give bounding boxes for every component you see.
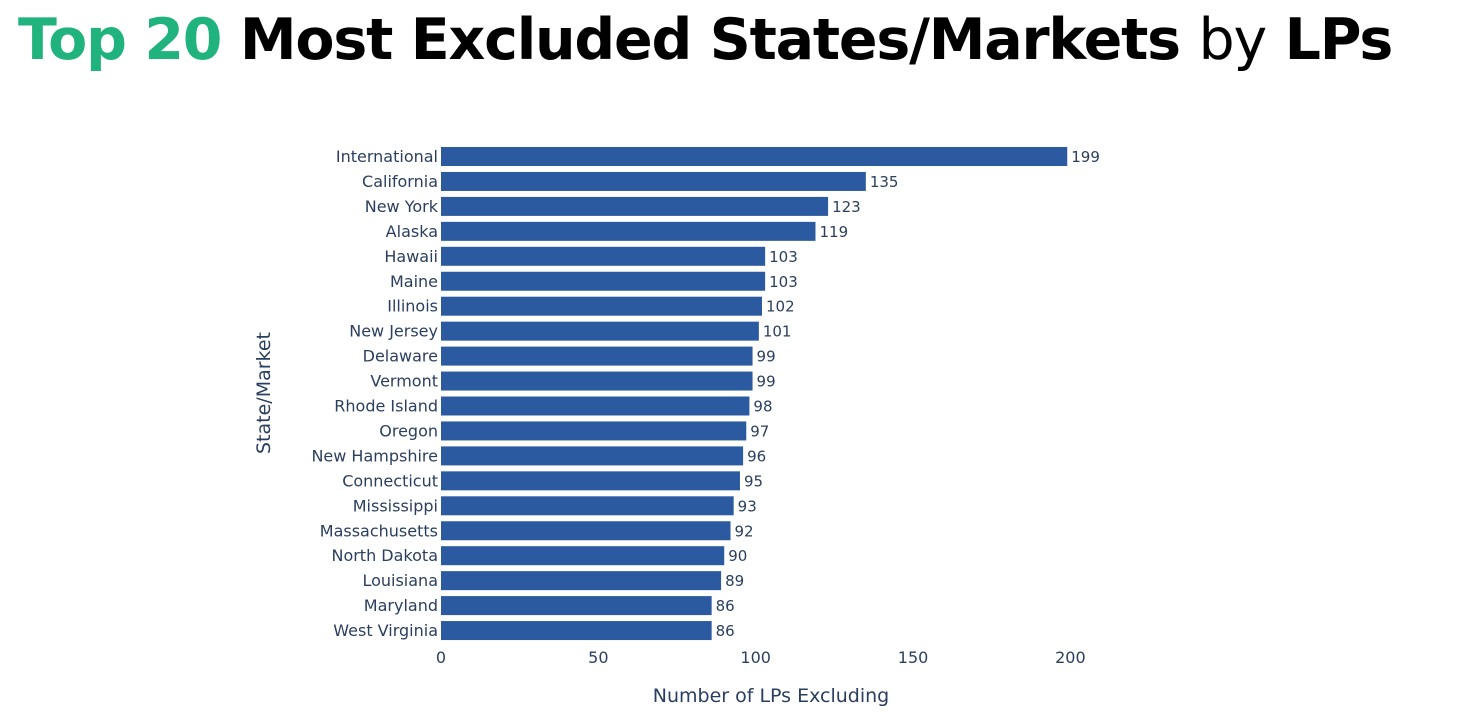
data-label-delaware: 99 — [757, 348, 776, 366]
bar-new-hampshire — [441, 446, 744, 466]
bar-rhode-island — [441, 396, 750, 416]
category-label-vermont: Vermont — [370, 372, 438, 391]
category-label-oregon: Oregon — [379, 421, 438, 440]
category-label-maine: Maine — [390, 272, 438, 291]
x-axis-title: Number of LPs Excluding — [653, 685, 890, 707]
title-connector: by — [1198, 7, 1268, 73]
data-label-west-virginia: 86 — [716, 622, 735, 640]
title-accent: Top 20 — [18, 7, 222, 73]
category-label-new-hampshire: New Hampshire — [311, 446, 438, 465]
category-label-massachusetts: Massachusetts — [320, 521, 438, 540]
data-label-maine: 103 — [769, 273, 798, 291]
bar-maryland — [441, 596, 712, 616]
bar-west-virginia — [441, 621, 712, 641]
bar-north-dakota — [441, 546, 725, 566]
category-label-rhode-island: Rhode Island — [334, 397, 438, 416]
category-label-hawaii: Hawaii — [384, 247, 438, 266]
data-label-mississippi: 93 — [738, 497, 757, 515]
data-label-new-york: 123 — [832, 198, 861, 216]
data-label-maryland: 86 — [716, 597, 735, 615]
data-label-north-dakota: 90 — [728, 547, 747, 565]
data-label-international: 199 — [1071, 148, 1100, 166]
title-tail: LPs — [1284, 7, 1394, 73]
bar-vermont — [441, 371, 753, 391]
bar-new-york — [441, 196, 829, 216]
bar-california — [441, 171, 866, 191]
category-label-new-york: New York — [365, 197, 439, 216]
data-label-massachusetts: 92 — [735, 522, 754, 540]
x-tick-label-150: 150 — [898, 648, 929, 667]
data-label-hawaii: 103 — [769, 248, 798, 266]
category-label-north-dakota: North Dakota — [331, 546, 438, 565]
bar-alaska — [441, 221, 816, 241]
bar-louisiana — [441, 571, 722, 591]
data-label-rhode-island: 98 — [753, 398, 772, 416]
title-main: Most Excluded States/Markets — [239, 7, 1181, 73]
data-label-alaska: 119 — [819, 223, 848, 241]
x-tick-label-0: 0 — [436, 648, 446, 667]
data-label-illinois: 102 — [766, 298, 795, 316]
category-labels-group: International California New York Alaska Haw… — [311, 147, 438, 640]
data-labels-group: 199 135 123 119 103 103 102 101 99 99 98 97 96 95 93 92… — [716, 148, 1100, 640]
category-label-maryland: Maryland — [364, 596, 438, 615]
bars-group — [441, 147, 1068, 641]
category-label-connecticut: Connecticut — [342, 471, 438, 490]
bar-illinois — [441, 296, 762, 316]
category-label-california: California — [362, 172, 438, 191]
x-tick-label-100: 100 — [740, 648, 771, 667]
bar-mississippi — [441, 496, 734, 516]
data-label-louisiana: 89 — [725, 572, 744, 590]
data-label-connecticut: 95 — [744, 472, 763, 490]
bar-oregon — [441, 421, 747, 441]
data-label-oregon: 97 — [750, 422, 769, 440]
page-title: Top 20 Most Excluded States/Markets by L… — [18, 0, 1394, 80]
data-label-vermont: 99 — [757, 373, 776, 391]
y-axis-title: State/Market — [253, 332, 275, 454]
x-tick-label-50: 50 — [588, 648, 608, 667]
category-label-alaska: Alaska — [386, 222, 438, 241]
bar-hawaii — [441, 246, 766, 266]
category-label-illinois: Illinois — [387, 297, 438, 316]
bar-connecticut — [441, 471, 740, 491]
category-label-delaware: Delaware — [363, 347, 438, 366]
data-label-california: 135 — [870, 173, 899, 191]
category-label-west-virginia: West Virginia — [333, 621, 438, 640]
data-label-new-hampshire: 96 — [747, 447, 766, 465]
bar-delaware — [441, 346, 753, 366]
x-tick-label-200: 200 — [1055, 648, 1086, 667]
bar-maine — [441, 271, 766, 291]
bar-international — [441, 147, 1068, 166]
category-label-new-jersey: New Jersey — [349, 322, 438, 341]
category-label-louisiana: Louisiana — [362, 571, 438, 590]
bar-new-jersey — [441, 321, 759, 341]
category-label-mississippi: Mississippi — [353, 496, 438, 515]
x-tick-labels-group: 0 50 100 150 200 — [436, 648, 1086, 667]
bar-massachusetts — [441, 521, 731, 541]
category-label-international: International — [336, 147, 438, 166]
data-label-new-jersey: 101 — [763, 323, 792, 341]
